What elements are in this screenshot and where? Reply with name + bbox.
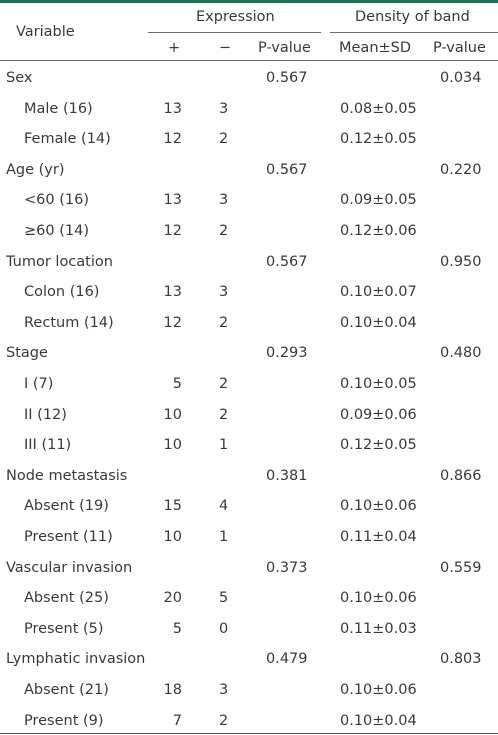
row-mean-sd: 0.11±0.04: [340, 529, 417, 545]
row-expression-minus: 2: [219, 131, 229, 148]
header-bottom-rule: [0, 60, 498, 61]
row-expression-minus: 3: [219, 192, 229, 209]
row-density-p-value: 0.866: [440, 467, 482, 484]
row-label: Node metastasis: [6, 467, 128, 484]
row-expression-p-value: 0.567: [266, 161, 308, 178]
row-label: Absent (19): [24, 498, 109, 515]
row-expression-minus: 1: [219, 437, 229, 454]
row-density-p-value: 0.480: [440, 345, 482, 362]
row-expression-minus: 2: [219, 376, 229, 392]
row-expression-plus: 12: [163, 223, 182, 239]
row-density-p-value: 0.220: [440, 161, 482, 178]
density-underline: [330, 32, 498, 33]
row-expression-p-value: 0.293: [266, 345, 308, 362]
row-expression-plus: 7: [172, 712, 182, 729]
row-expression-plus: 13: [163, 100, 182, 117]
row-expression-plus: 13: [163, 192, 182, 209]
row-mean-sd: 0.10±0.07: [340, 284, 417, 301]
row-label: II (12): [24, 406, 67, 423]
row-expression-minus: 5: [219, 590, 229, 607]
row-expression-plus: 15: [163, 498, 182, 515]
row-expression-minus: 0: [219, 620, 229, 637]
row-label: Present (11): [24, 529, 113, 545]
row-label: Colon (16): [24, 284, 100, 301]
row-mean-sd: 0.10±0.04: [340, 712, 417, 729]
header-minus: −: [219, 40, 232, 56]
row-mean-sd: 0.09±0.06: [340, 406, 417, 423]
row-density-p-value: 0.803: [440, 651, 482, 668]
row-label: <60 (16): [24, 192, 89, 209]
row-expression-minus: 4: [219, 498, 229, 515]
row-label: ≥60 (14): [24, 223, 89, 239]
row-expression-p-value: 0.373: [266, 559, 308, 576]
table-top-rule: [0, 0, 498, 3]
row-expression-p-value: 0.381: [266, 467, 308, 484]
row-expression-minus: 2: [219, 712, 229, 729]
row-expression-plus: 10: [163, 437, 182, 454]
row-label: Rectum (14): [24, 314, 114, 331]
row-expression-minus: 2: [219, 314, 229, 331]
row-expression-plus: 10: [163, 529, 182, 545]
row-label: Sex: [6, 70, 33, 86]
row-expression-minus: 3: [219, 682, 229, 698]
header-expression: Expression: [196, 9, 275, 25]
table-bottom-rule: [0, 733, 498, 734]
row-mean-sd: 0.10±0.06: [340, 498, 417, 515]
row-expression-plus: 13: [163, 284, 182, 301]
row-expression-minus: 2: [219, 406, 229, 423]
header-density-p-value: P-value: [433, 40, 486, 56]
row-mean-sd: 0.12±0.06: [340, 223, 417, 239]
row-label: Female (14): [24, 131, 111, 148]
row-expression-p-value: 0.479: [266, 651, 308, 668]
header-expression-p-value: P-value: [258, 40, 311, 56]
row-label: Lymphatic invasion: [6, 651, 146, 668]
row-expression-p-value: 0.567: [266, 70, 308, 86]
row-expression-plus: 20: [163, 590, 182, 607]
row-mean-sd: 0.12±0.05: [340, 437, 417, 454]
row-label: I (7): [24, 376, 54, 392]
row-expression-plus: 12: [163, 131, 182, 148]
header-density-of-band: Density of band: [355, 9, 470, 25]
row-mean-sd: 0.09±0.05: [340, 192, 417, 209]
row-mean-sd: 0.10±0.06: [340, 590, 417, 607]
row-label: Present (9): [24, 712, 104, 729]
row-label: Present (5): [24, 620, 104, 637]
row-label: III (11): [24, 437, 72, 454]
header-variable: Variable: [16, 24, 75, 40]
row-expression-plus: 10: [163, 406, 182, 423]
row-label: Tumor location: [6, 253, 113, 270]
row-expression-minus: 1: [219, 529, 229, 545]
row-expression-minus: 2: [219, 223, 229, 239]
row-expression-plus: 12: [163, 314, 182, 331]
expression-underline: [148, 32, 321, 33]
row-expression-minus: 3: [219, 100, 229, 117]
row-label: Stage: [6, 345, 48, 362]
row-mean-sd: 0.12±0.05: [340, 131, 417, 148]
row-label: Absent (21): [24, 682, 109, 698]
row-expression-plus: 5: [172, 376, 182, 392]
row-mean-sd: 0.11±0.03: [340, 620, 417, 637]
row-expression-p-value: 0.567: [266, 253, 308, 270]
row-density-p-value: 0.559: [440, 559, 482, 576]
header-mean-sd: Mean±SD: [339, 40, 412, 56]
row-density-p-value: 0.950: [440, 253, 482, 270]
header-plus: +: [168, 40, 181, 56]
row-label: Age (yr): [6, 161, 65, 178]
row-mean-sd: 0.10±0.05: [340, 376, 417, 392]
row-expression-minus: 3: [219, 284, 229, 301]
row-density-p-value: 0.034: [440, 70, 482, 86]
row-mean-sd: 0.08±0.05: [340, 100, 417, 117]
row-expression-plus: 18: [163, 682, 182, 698]
row-mean-sd: 0.10±0.06: [340, 682, 417, 698]
row-label: Absent (25): [24, 590, 109, 607]
row-mean-sd: 0.10±0.04: [340, 314, 417, 331]
row-expression-plus: 5: [172, 620, 182, 637]
row-label: Male (16): [24, 100, 93, 117]
row-label: Vascular invasion: [6, 559, 133, 576]
